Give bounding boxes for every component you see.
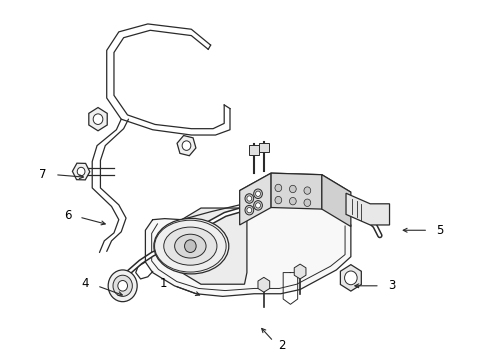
Text: 7: 7	[39, 168, 46, 181]
Text: 2: 2	[278, 339, 285, 352]
Text: 6: 6	[63, 209, 71, 222]
Circle shape	[344, 271, 356, 285]
Circle shape	[113, 275, 132, 296]
Polygon shape	[239, 173, 350, 192]
Text: 4: 4	[81, 277, 89, 290]
Ellipse shape	[163, 227, 217, 265]
Circle shape	[246, 207, 251, 213]
Circle shape	[274, 184, 281, 192]
Polygon shape	[321, 175, 350, 226]
Circle shape	[289, 197, 296, 205]
Ellipse shape	[154, 219, 228, 274]
Circle shape	[253, 201, 262, 210]
Circle shape	[246, 196, 251, 201]
Circle shape	[118, 280, 127, 291]
Circle shape	[274, 197, 281, 204]
Polygon shape	[346, 193, 389, 225]
Circle shape	[304, 187, 310, 194]
Circle shape	[253, 189, 262, 198]
Circle shape	[304, 199, 310, 206]
Circle shape	[244, 194, 253, 203]
Polygon shape	[270, 173, 321, 209]
Text: 5: 5	[436, 224, 443, 237]
Circle shape	[108, 270, 137, 302]
Polygon shape	[145, 201, 350, 296]
Polygon shape	[181, 208, 246, 284]
Circle shape	[244, 206, 253, 215]
Circle shape	[289, 185, 296, 193]
Circle shape	[93, 114, 102, 125]
Circle shape	[255, 203, 260, 208]
Circle shape	[255, 191, 260, 197]
FancyBboxPatch shape	[259, 143, 268, 153]
Text: 3: 3	[387, 279, 395, 292]
Text: 1: 1	[159, 277, 166, 290]
Circle shape	[182, 141, 190, 150]
Circle shape	[184, 240, 196, 252]
FancyBboxPatch shape	[249, 145, 259, 154]
Ellipse shape	[174, 234, 205, 258]
Polygon shape	[239, 173, 270, 225]
Circle shape	[77, 167, 85, 176]
